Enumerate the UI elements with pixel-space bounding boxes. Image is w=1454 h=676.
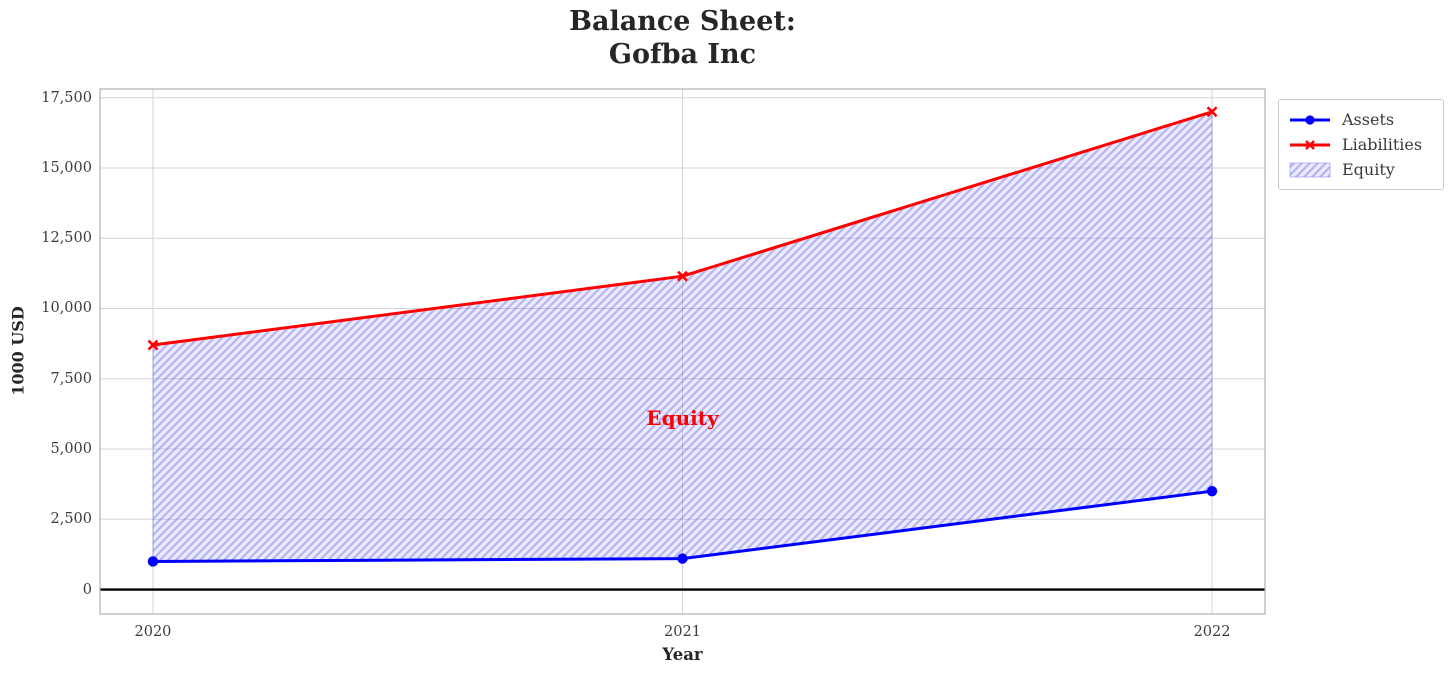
legend-label: Equity (1342, 160, 1395, 179)
x-tick-label: 2021 (664, 624, 701, 640)
y-tick-label: 10,000 (41, 300, 92, 317)
assets-marker (147, 556, 159, 567)
x-tick-label: 2020 (134, 624, 172, 640)
assets-marker (677, 553, 688, 564)
y-tick-label: 12,500 (41, 230, 92, 247)
x-axis-label: Year (662, 645, 703, 664)
plot-border (99, 88, 1266, 615)
legend-row: Liabilities (1288, 132, 1434, 157)
equity-annotation: Equity (646, 406, 719, 431)
legend: Assets Liabilities Equity (1278, 99, 1444, 190)
y-tick-label: 7,500 (50, 370, 92, 387)
y-tick-label: 5,000 (50, 441, 92, 458)
chart-title: Balance Sheet: Gofba Inc (100, 5, 1265, 71)
assets-marker (1206, 485, 1218, 497)
equity-legend-swatch-icon (1289, 162, 1331, 177)
chart-title-line2: Gofba Inc (608, 39, 757, 70)
liabilities-marker (1206, 106, 1218, 118)
liabilities-marker (147, 339, 159, 351)
liabilities-marker (677, 270, 688, 282)
chart-title-line1: Balance Sheet: (569, 6, 796, 37)
legend-label: Liabilities (1342, 135, 1423, 154)
y-tick-label: 15,000 (41, 159, 92, 176)
legend-row: Equity (1288, 157, 1434, 182)
x-tick-label: 2022 (1193, 624, 1231, 640)
y-axis-label: 1000 USD (8, 306, 28, 396)
y-tick-label: 2,500 (50, 511, 92, 528)
y-tick-label: 17,500 (41, 89, 92, 106)
legend-row: Assets (1288, 107, 1434, 132)
legend-label: Assets (1342, 110, 1395, 129)
y-tick-label: 0 (82, 581, 92, 598)
liabilities-legend-sample-icon (1290, 139, 1330, 150)
assets-legend-sample-icon (1290, 114, 1330, 125)
